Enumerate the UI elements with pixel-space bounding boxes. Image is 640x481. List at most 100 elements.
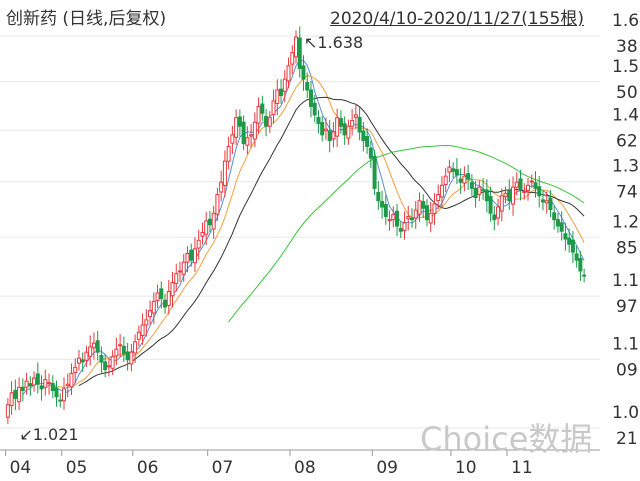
candle-body xyxy=(439,184,444,198)
candle-body xyxy=(133,341,138,354)
candle xyxy=(170,271,175,308)
candle-body xyxy=(20,386,25,391)
ma-line-ma10 xyxy=(41,75,585,390)
candle-body xyxy=(552,212,557,221)
candle xyxy=(395,203,400,237)
candle xyxy=(88,335,93,366)
candle-body xyxy=(357,116,362,133)
y-axis-ticks: 1.6 381.5 501.4 62 1.3 74 1.2 85 1.1 97 1.1 09 1.0 21 xyxy=(612,11,639,449)
candle-body xyxy=(144,319,149,326)
candle xyxy=(462,166,467,192)
candle-body xyxy=(88,346,93,357)
candle xyxy=(286,57,291,89)
candle-body xyxy=(537,186,542,197)
candle xyxy=(245,126,250,155)
candle xyxy=(492,205,497,231)
candle xyxy=(230,125,235,154)
date-range[interactable]: 2020/4/10-2020/11/27(155根) xyxy=(330,9,584,29)
candle xyxy=(118,334,123,357)
candle xyxy=(357,107,362,141)
candle xyxy=(155,284,160,309)
candle-body xyxy=(413,209,418,219)
candle-body xyxy=(159,288,164,300)
candle-body xyxy=(496,206,501,219)
y-tick-label: 62 xyxy=(616,131,638,151)
candle-body xyxy=(69,372,74,388)
chart-title: 创新药 (日线,后复权) xyxy=(6,9,167,29)
ma-line-ma20 xyxy=(78,96,585,387)
candle xyxy=(133,334,138,364)
candle-body xyxy=(241,121,246,145)
candle xyxy=(529,174,534,188)
candle xyxy=(514,172,519,196)
candle-body xyxy=(305,81,310,91)
candle-body xyxy=(383,204,388,217)
candle-body xyxy=(129,351,134,365)
candle-body xyxy=(410,217,414,221)
candle xyxy=(207,211,212,233)
candle xyxy=(436,184,441,209)
candle xyxy=(47,373,52,395)
candle-body xyxy=(80,359,85,363)
candle xyxy=(406,205,411,231)
candle-body xyxy=(95,340,100,353)
y-tick-label: 1.1 xyxy=(612,271,639,291)
candle xyxy=(447,159,452,183)
candle xyxy=(62,377,66,410)
candle-body xyxy=(563,233,568,240)
candle-body xyxy=(331,131,336,140)
candle xyxy=(335,108,340,147)
candle-body xyxy=(424,205,429,221)
y-tick-label: 50 xyxy=(616,83,638,103)
candle-body xyxy=(151,300,156,314)
candle xyxy=(125,342,130,371)
candle-body xyxy=(499,195,504,212)
candle-body xyxy=(308,89,313,108)
candle xyxy=(402,211,407,240)
ma-line-ma5 xyxy=(22,60,585,396)
y-tick-label: 1.2 xyxy=(612,212,639,232)
candle-body xyxy=(391,214,396,221)
candle xyxy=(353,104,358,129)
candle xyxy=(252,112,257,148)
candle xyxy=(305,72,310,99)
candle xyxy=(518,169,523,201)
candle xyxy=(297,26,302,78)
candle xyxy=(58,393,63,408)
candle-body xyxy=(365,135,370,147)
candle xyxy=(148,300,153,325)
candle-body xyxy=(215,194,220,215)
candle xyxy=(380,190,385,219)
candle xyxy=(110,350,115,375)
candle xyxy=(424,199,429,227)
candle xyxy=(50,375,55,398)
candle-body xyxy=(555,219,560,227)
candle-body xyxy=(327,130,332,142)
candle-body xyxy=(346,125,351,139)
candle-body xyxy=(417,200,422,215)
candle xyxy=(54,380,59,407)
candle xyxy=(323,117,328,140)
candle-body xyxy=(443,175,448,185)
x-tick-label: 08 xyxy=(294,458,316,478)
candle-body xyxy=(350,120,355,127)
candle-body xyxy=(222,160,227,187)
candle-body xyxy=(481,189,486,192)
candle xyxy=(43,369,48,396)
candle-body xyxy=(196,239,201,249)
candle xyxy=(91,332,96,360)
candle-body xyxy=(338,118,343,127)
candle-body xyxy=(387,219,392,222)
candle-body xyxy=(264,116,269,127)
candle xyxy=(473,180,478,208)
candle xyxy=(350,109,355,136)
candle xyxy=(544,191,549,214)
candle-body xyxy=(28,383,33,387)
candle-body xyxy=(39,385,44,390)
candle xyxy=(563,223,568,251)
candle-body xyxy=(398,228,403,232)
annotations: ↖1.638 ↙1.021 xyxy=(19,33,363,444)
candle xyxy=(413,201,418,229)
x-tick-label: 04 xyxy=(10,458,32,478)
